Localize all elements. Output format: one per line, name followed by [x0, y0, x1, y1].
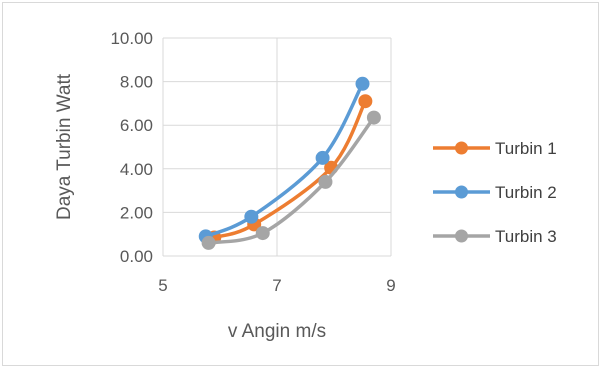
data-point: [366, 110, 381, 125]
data-point: [318, 174, 333, 189]
data-point: [358, 94, 373, 109]
legend-item: Turbin 3: [433, 227, 557, 246]
legend-label: Turbin 2: [495, 183, 557, 202]
y-tick-label: 6.00: [120, 116, 153, 135]
y-tick-label: 2.00: [120, 203, 153, 222]
data-point: [201, 235, 216, 250]
y-axis-title: Daya Turbin Watt: [54, 73, 75, 220]
data-point: [244, 209, 259, 224]
x-axis-title: v Angin m/s: [228, 321, 326, 342]
gridlines: [162, 37, 392, 257]
series-group: [198, 76, 381, 250]
y-tick-labels: 0.00 2.00 4.00 6.00 8.00 10.00: [110, 29, 153, 266]
y-tick-label: 10.00: [110, 29, 153, 48]
y-tick-label: 0.00: [120, 247, 153, 266]
x-tick-label: 7: [272, 276, 281, 295]
data-point: [355, 76, 370, 91]
y-tick-label: 4.00: [120, 160, 153, 179]
legend-label: Turbin 1: [495, 139, 557, 158]
series-line: [212, 99, 368, 240]
x-tick-label: 9: [386, 276, 395, 295]
legend-item: Turbin 2: [433, 183, 557, 202]
chart-frame: [2, 2, 599, 366]
legend-label: Turbin 3: [495, 227, 557, 246]
legend-marker: [455, 141, 468, 155]
data-point: [315, 150, 330, 165]
y-tick-label: 8.00: [120, 73, 153, 92]
legend: Turbin 1 Turbin 2 Turbin 3: [433, 139, 557, 246]
x-tick-label: 5: [158, 276, 167, 295]
legend-marker: [455, 229, 468, 243]
series-line: [206, 115, 376, 245]
x-tick-labels: 5 7 9: [158, 276, 395, 295]
data-point: [255, 226, 270, 241]
series-line: [204, 82, 365, 239]
series-3: [201, 110, 381, 250]
legend-marker: [455, 185, 468, 199]
legend-item: Turbin 1: [433, 139, 557, 158]
